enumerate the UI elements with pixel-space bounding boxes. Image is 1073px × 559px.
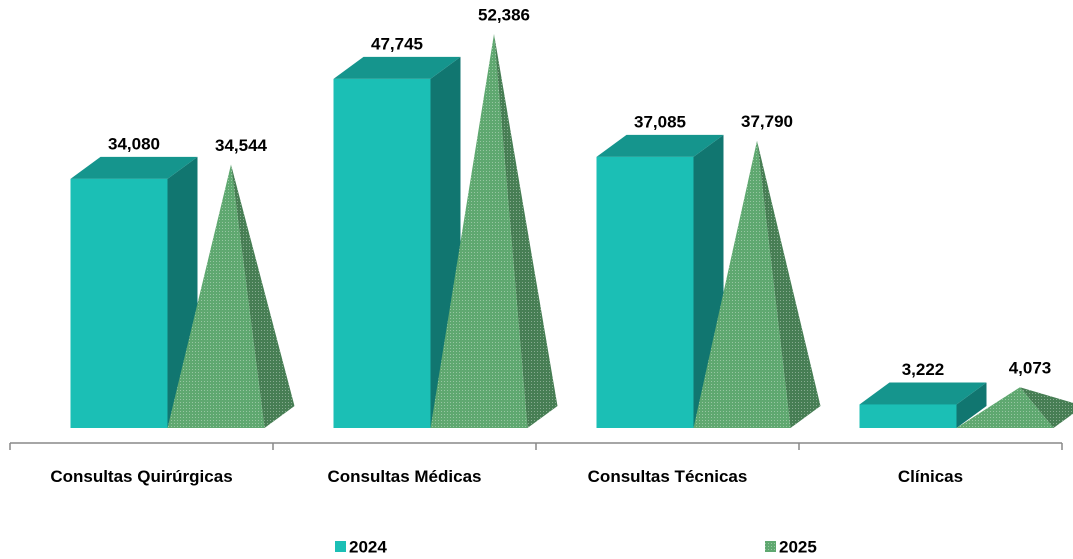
data-label: 47,745 [371,34,423,53]
data-label: 37,790 [741,112,793,131]
bar-top [596,134,724,157]
data-label: 34,080 [108,134,160,153]
data-label: 37,085 [634,112,686,131]
pyramid-texture [693,140,821,428]
bar-top [859,382,987,405]
data-label: 3,222 [902,360,945,379]
legend-label: 2024 [349,537,387,556]
x-tick-label: Consultas Técnicas [587,467,748,486]
bar [333,78,431,428]
data-label: 34,544 [215,136,268,155]
legend-texture [765,541,776,552]
legend-label: 2025 [779,537,817,556]
pyramid-texture [956,387,1073,428]
data-label: 4,073 [1009,359,1052,378]
bar [859,404,957,428]
bar [596,156,694,428]
x-tick-label: Consultas Quirúrgicas [50,467,233,486]
x-tick-label: Clínicas [897,467,964,486]
data-label: 52,386 [478,5,530,24]
bar-top [333,56,461,79]
pyramid-texture [430,34,558,428]
x-tick-label: Consultas Médicas [327,467,482,486]
pyramid-texture [167,164,295,428]
bar [70,178,168,428]
legend-swatch [335,541,346,552]
bar-top [70,156,198,179]
bar-side [956,382,987,428]
